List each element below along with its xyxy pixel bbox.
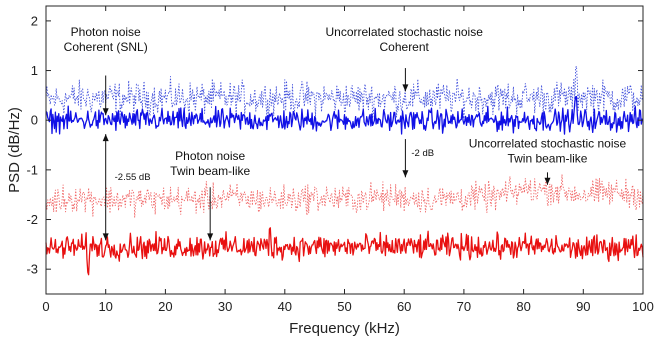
series-trace-1 [45,65,644,121]
y-tick-label: -3 [26,262,38,277]
annotation-photon-coherent-line-1: Photon noise [71,25,141,39]
x-tick-label: 50 [337,299,351,314]
x-tick-label: 100 [632,299,654,314]
arrow-layer [102,68,551,241]
annotation-photon-twin-line-1: Photon noise [175,149,245,163]
y-axis-title: PSD (dB/Hz) [6,107,23,193]
arrow-difference-2-55-tail [102,134,109,142]
annotation-stochastic-coherent-line-2: Coherent [380,40,430,54]
x-axis-title: Frequency (kHz) [289,320,400,337]
arrow-stochastic-coherent-head [402,84,409,92]
annotation-stochastic-twin-line-1: Uncorrelated stochastic noise [469,137,627,151]
x-tick-label: 30 [218,299,232,314]
arrow-stochastic-twin-head [544,177,551,185]
y-tick-label: -1 [26,162,38,177]
tick-layer: 0 10 20 30 40 50 60 70 80 90 100 -3 -2 -1 0 1 2 [26,6,654,314]
annotation-photon-coherent-line-2: Coherent (SNL) [64,40,148,54]
x-tick-label: 80 [516,299,530,314]
series-layer [45,65,644,276]
annotation-stochastic-twin-line-2: Twin beam-like [507,152,587,166]
y-tick-label: 2 [31,13,38,28]
x-tick-label: 0 [42,299,49,314]
series-trace-2 [45,95,644,135]
annotation-stochastic-coherent-line-1: Uncorrelated stochastic noise [325,25,483,39]
arrow-photon-coherent-head [102,108,109,116]
annotation-photon-twin-line-2: Twin beam-like [170,164,250,178]
x-tick-label: 60 [397,299,411,314]
x-tick-label: 70 [457,299,471,314]
series-trace-4 [45,227,644,276]
y-tick-label: -2 [26,212,38,227]
x-tick-label: 90 [576,299,590,314]
x-tick-label: 40 [278,299,292,314]
arrow-difference-2-head [402,170,409,178]
x-tick-label: 20 [158,299,172,314]
series-trace-3 [45,174,644,218]
y-tick-label: 1 [31,63,38,78]
y-tick-label: 0 [31,113,38,128]
arrow-difference-2-55-head [102,233,109,241]
difference-label-2: -2 dB [411,148,434,159]
x-tick-label: 10 [98,299,112,314]
arrow-photon-twin-head [207,233,214,241]
difference-label-1: -2.55 dB [115,172,151,183]
